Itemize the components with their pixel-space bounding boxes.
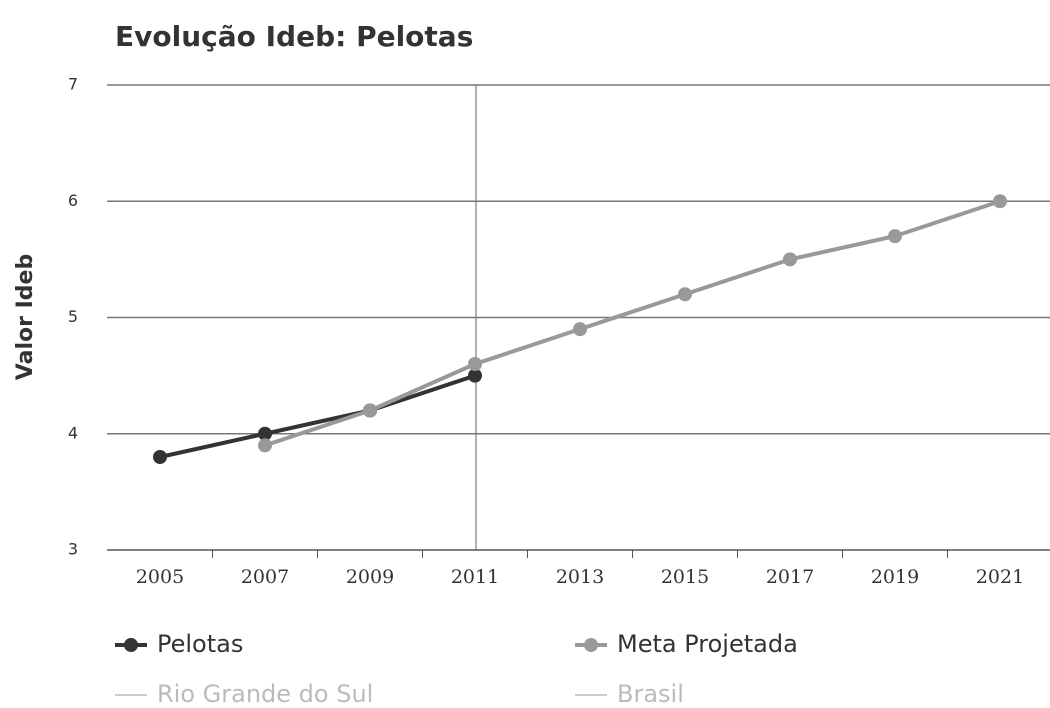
legend-label: Rio Grande do Sul	[157, 680, 373, 708]
x-tick-label: 2009	[346, 566, 394, 588]
data-point	[363, 403, 377, 418]
legend-label: Meta Projetada	[617, 630, 798, 658]
legend-marker	[584, 638, 598, 652]
y-tick-label: 7	[68, 75, 78, 94]
y-axis-label: Valor Ideb	[13, 254, 38, 380]
data-point	[468, 357, 482, 371]
x-tick-label: 2005	[136, 566, 184, 588]
x-tick-label: 2011	[451, 566, 499, 588]
data-point	[573, 322, 587, 337]
legend-label: Brasil	[617, 680, 684, 708]
x-tick-label: 2007	[241, 566, 289, 588]
chart-title: Evolução Ideb: Pelotas	[115, 20, 473, 53]
y-tick-label: 5	[68, 307, 78, 326]
legend-marker	[124, 638, 138, 652]
x-tick-label: 2013	[556, 566, 604, 588]
series-line	[159, 373, 476, 459]
data-point	[258, 426, 272, 441]
x-tick-label: 2015	[661, 566, 709, 588]
y-tick-label: 3	[68, 540, 78, 559]
data-point	[153, 450, 167, 464]
series-line	[264, 199, 1001, 448]
data-point	[783, 252, 797, 267]
data-point	[888, 229, 902, 244]
x-tick-label: 2021	[976, 566, 1024, 588]
y-tick-label: 6	[68, 191, 78, 210]
x-tick-label: 2019	[871, 566, 919, 588]
y-tick-label: 4	[68, 423, 78, 442]
data-point	[678, 287, 692, 302]
x-tick-label: 2017	[766, 566, 814, 588]
data-point	[468, 368, 482, 383]
legend-label: Pelotas	[157, 630, 243, 658]
data-point	[258, 438, 272, 453]
data-point	[993, 194, 1007, 209]
